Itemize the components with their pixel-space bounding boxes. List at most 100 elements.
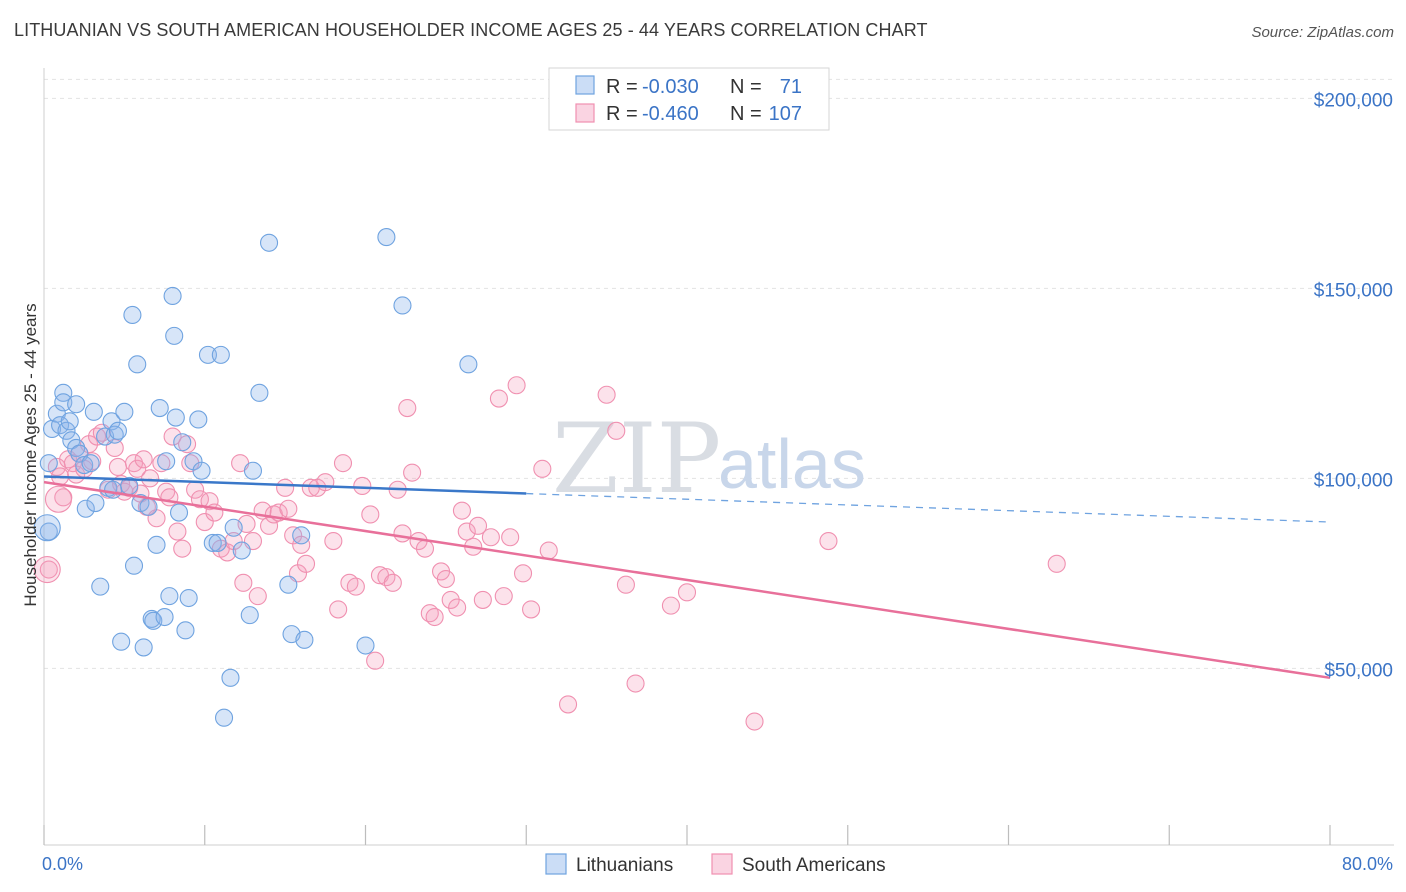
south-americans-point xyxy=(501,528,520,547)
legend-box xyxy=(548,67,830,131)
south-americans-point xyxy=(329,600,348,619)
south-americans-point xyxy=(168,522,187,541)
legend-r-value-2: -0.460 xyxy=(642,103,699,125)
south-americans-point xyxy=(403,463,422,482)
south-americans-point xyxy=(507,376,526,395)
lithuanians-point xyxy=(123,305,142,325)
south-americans-point xyxy=(452,501,472,520)
lithuanians-point xyxy=(84,402,103,421)
legend-swatch-south-americans xyxy=(575,103,595,123)
south-americans-point xyxy=(745,712,764,731)
lithuanians-point xyxy=(179,588,198,608)
bottom-legend: Lithuanians South Americans xyxy=(545,853,886,876)
south-americans-point xyxy=(819,531,838,551)
x-tick-label-start: 0.0% xyxy=(42,854,83,874)
lithuanians-point xyxy=(240,606,259,625)
axes xyxy=(43,68,1394,846)
lithuanians-point xyxy=(115,402,134,421)
south-americans-point xyxy=(393,524,412,543)
watermark-zip: ZIP xyxy=(552,403,721,515)
x-tick-label-end: 80.0% xyxy=(1342,854,1393,874)
south-americans-point xyxy=(173,539,192,558)
south-americans-point xyxy=(441,590,460,609)
south-americans-point xyxy=(316,473,335,492)
lithuanians-point xyxy=(139,497,158,516)
legend-r-label-1: R = xyxy=(606,76,638,98)
south-americans-point xyxy=(448,598,467,617)
lithuanians-point xyxy=(39,454,58,473)
south-americans-point xyxy=(616,575,635,594)
bottom-legend-south-americans: South Americans xyxy=(742,855,886,876)
south-americans-point xyxy=(234,573,253,592)
lithuanians-point xyxy=(203,533,222,552)
south-americans-point xyxy=(353,476,372,495)
lithuanians-point xyxy=(163,286,182,306)
south-americans-point xyxy=(1047,554,1066,573)
lithuanians-point xyxy=(128,355,147,374)
lithuanians-point xyxy=(75,455,94,475)
south-americans-point xyxy=(296,554,316,573)
lithuanians-point xyxy=(91,577,110,596)
lithuanians-point xyxy=(208,533,227,552)
south-americans-point xyxy=(533,459,552,478)
legend-n-value-2: 107 xyxy=(769,103,802,125)
south-americans-point xyxy=(366,651,385,670)
lithuanians-point xyxy=(259,233,279,252)
trend-lines xyxy=(43,475,1331,680)
lithuanians-point xyxy=(102,412,121,431)
lithuanians-point xyxy=(108,421,127,440)
lithuanians-point xyxy=(67,395,86,414)
y-tick-label: $200,000 xyxy=(1314,90,1393,111)
lithuanians-point xyxy=(232,541,251,560)
legend-n-label-1: N = xyxy=(730,76,762,98)
lithuanians-trend-extension xyxy=(526,492,1331,523)
lithuanians-point xyxy=(295,630,314,649)
south-americans-point xyxy=(481,528,500,547)
south-americans-point-large xyxy=(33,555,61,584)
south-americans-point xyxy=(63,454,82,473)
south-americans-point xyxy=(141,469,160,488)
lithuanians-point xyxy=(57,421,76,440)
lithuanians-point xyxy=(243,461,263,480)
legend: R = -0.030 N = 71 R = -0.460 N = 107 xyxy=(548,67,830,131)
south-americans-point xyxy=(218,543,237,562)
legend-r-label-2: R = xyxy=(606,103,638,125)
south-americans-point xyxy=(661,596,680,615)
south-americans-point xyxy=(539,541,558,560)
chart-title: LITHUANIAN VS SOUTH AMERICAN HOUSEHOLDER… xyxy=(14,20,928,40)
lithuanians-point xyxy=(176,621,195,640)
lithuanians-point xyxy=(81,454,100,473)
lithuanians-point xyxy=(157,452,176,471)
south-americans-point xyxy=(279,499,298,518)
lithuanians-point xyxy=(86,493,105,513)
data-points xyxy=(33,228,1066,731)
y-tick-labels: $50,000 $100,000 $150,000 $200,000 xyxy=(1314,90,1393,681)
south-americans-point xyxy=(276,478,295,497)
south-americans-point xyxy=(200,492,219,511)
legend-r-value-1: -0.030 xyxy=(642,76,699,98)
lithuanians-point xyxy=(39,522,58,541)
lithuanians-trend-line xyxy=(43,475,527,495)
south-americans-point xyxy=(457,522,476,541)
south-americans-point xyxy=(108,457,127,476)
south-americans-point xyxy=(607,421,626,440)
lithuanians-point xyxy=(134,638,153,657)
south-americans-point xyxy=(677,583,697,602)
lithuanians-point xyxy=(60,412,79,431)
south-americans-point xyxy=(626,674,645,693)
bottom-legend-swatch-lithuanians xyxy=(545,853,567,875)
legend-n-label-2: N = xyxy=(730,103,762,125)
south-americans-point xyxy=(522,600,541,619)
lithuanians-point xyxy=(192,461,211,480)
south-americans-point xyxy=(346,577,365,596)
lithuanians-point xyxy=(104,480,123,499)
lithuanians-point xyxy=(54,383,73,402)
lithuanians-point xyxy=(169,503,189,522)
lithuanians-point xyxy=(292,526,311,545)
south-americans-point xyxy=(558,695,578,714)
bottom-legend-swatch-south-americans xyxy=(711,853,733,875)
lithuanians-point xyxy=(198,345,218,364)
lithuanians-point xyxy=(173,433,192,452)
lithuanians-point xyxy=(224,518,243,537)
lithuanians-point xyxy=(76,499,95,518)
